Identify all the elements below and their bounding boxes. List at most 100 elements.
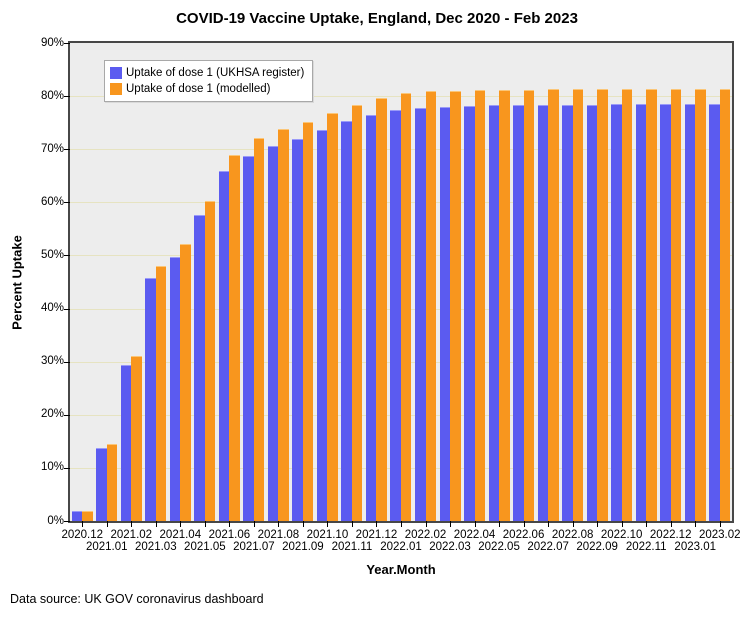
bar-modelled	[450, 90, 461, 521]
bar-group	[315, 43, 340, 521]
y-tick	[64, 361, 70, 363]
bar-group	[70, 43, 95, 521]
x-tick-label: 2021.07	[233, 541, 275, 553]
x-tick	[131, 521, 133, 527]
bar-group	[658, 43, 683, 521]
bar-ukhsa-register	[341, 121, 352, 521]
bar-modelled	[670, 89, 682, 521]
bar-group	[168, 43, 193, 521]
y-tick	[64, 202, 70, 204]
bar-group	[413, 43, 438, 521]
bar-modelled	[253, 138, 265, 521]
y-tick	[64, 96, 70, 98]
y-tick-label: 60%	[40, 195, 64, 208]
bar-group	[95, 43, 120, 521]
bar-modelled	[548, 89, 559, 521]
x-tick	[621, 521, 623, 527]
bar-group	[364, 43, 389, 521]
x-tick-label: 2022.06	[502, 529, 545, 541]
y-tick-label: 90%	[40, 36, 64, 49]
bar-ukhsa-register	[145, 278, 156, 521]
bar-modelled	[523, 89, 535, 521]
y-tick-label: 50%	[40, 248, 64, 261]
bar-modelled	[302, 121, 314, 521]
plot-area	[70, 43, 732, 521]
y-tick	[64, 149, 70, 151]
x-tick-label: 2021.05	[184, 541, 226, 553]
legend-item: Uptake of dose 1 (modelled)	[110, 81, 304, 97]
bar-group	[683, 43, 708, 521]
x-tick	[327, 521, 329, 527]
x-tick-label: 2021.06	[208, 529, 251, 541]
chart-title: COVID-19 Vaccine Uptake, England, Dec 20…	[176, 10, 578, 27]
bar-group	[389, 43, 414, 521]
x-tick-label: 2022.03	[429, 541, 471, 553]
bar-group	[511, 43, 536, 521]
x-tick-label: 2023.02	[698, 529, 741, 541]
bar-group	[487, 43, 512, 521]
x-tick-label: 2022.04	[453, 529, 496, 541]
bar-ukhsa-register	[586, 104, 598, 521]
y-tick-label: 40%	[40, 302, 64, 315]
bar-modelled	[695, 89, 706, 521]
y-tick	[64, 521, 70, 522]
y-tick	[64, 414, 70, 416]
y-tick	[64, 43, 70, 44]
bar-ukhsa-register	[267, 145, 279, 521]
x-tick-label: 2022.10	[600, 529, 643, 541]
x-tick	[572, 521, 574, 527]
bar-modelled	[376, 98, 387, 521]
x-tick	[351, 521, 353, 527]
bar-modelled	[474, 89, 486, 521]
x-tick	[670, 521, 672, 527]
x-tick-label: 2022.07	[527, 541, 569, 553]
bar-ukhsa-register	[218, 171, 230, 521]
x-axis-title: Year.Month	[366, 562, 436, 577]
x-tick	[278, 521, 280, 527]
bar-ukhsa-register	[611, 104, 622, 521]
bar-modelled	[646, 89, 657, 521]
bar-ukhsa-register	[120, 364, 132, 521]
bar-group	[462, 43, 487, 521]
bar-group	[144, 43, 169, 521]
bar-ukhsa-register	[316, 130, 328, 521]
x-tick	[82, 521, 84, 527]
legend-item: Uptake of dose 1 (UKHSA register)	[110, 65, 304, 81]
bar-modelled	[400, 93, 412, 521]
bar-ukhsa-register	[513, 105, 524, 521]
x-tick	[523, 521, 525, 527]
x-tick-label: 2020.12	[61, 529, 104, 541]
bar-ukhsa-register	[635, 104, 647, 521]
x-tick-label: 2022.01	[380, 541, 422, 553]
y-tick-label: 30%	[40, 355, 64, 368]
bar-group	[217, 43, 242, 521]
x-tick-label: 2021.03	[135, 541, 177, 553]
x-tick	[719, 521, 721, 527]
y-tick	[64, 255, 70, 257]
x-tick	[106, 521, 108, 527]
x-tick	[499, 521, 501, 527]
y-tick-label: 70%	[40, 142, 64, 155]
bar-group	[634, 43, 659, 521]
x-tick-label: 2021.10	[306, 529, 349, 541]
x-tick-label: 2021.08	[257, 529, 300, 541]
x-tick-label: 2022.08	[551, 529, 594, 541]
x-tick-label: 2021.09	[282, 541, 324, 553]
x-tick	[450, 521, 452, 527]
bar-group	[266, 43, 291, 521]
legend-label: Uptake of dose 1 (UKHSA register)	[126, 67, 305, 79]
bar-ukhsa-register	[709, 104, 720, 521]
bar-modelled	[327, 112, 338, 521]
y-tick-label: 0%	[47, 514, 64, 527]
x-tick	[425, 521, 427, 527]
bar-group	[291, 43, 316, 521]
bar-group	[340, 43, 365, 521]
bar-modelled	[204, 201, 216, 521]
x-tick-label: 2022.05	[478, 541, 520, 553]
x-tick-label: 2023.01	[674, 541, 716, 553]
x-tick	[229, 521, 231, 527]
bar-modelled	[278, 128, 289, 521]
bar-modelled	[131, 356, 142, 521]
bar-modelled	[719, 89, 731, 521]
bar-modelled	[106, 444, 118, 521]
